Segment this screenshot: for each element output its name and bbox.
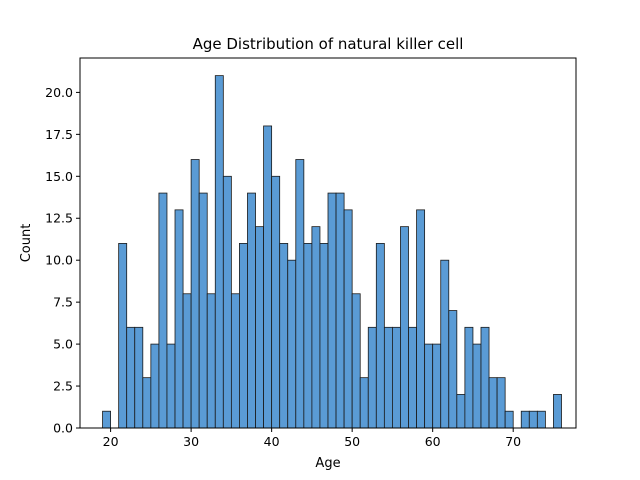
x-axis-ticks: 20 30 40 50 60 70	[103, 428, 521, 449]
plot-frame	[79, 57, 577, 429]
histogram-bar	[464, 326, 474, 429]
y-tick-label: 20.0	[45, 85, 73, 100]
histogram-bar	[488, 377, 498, 429]
x-axis-label: Age	[315, 456, 340, 471]
histogram-bar	[222, 175, 232, 429]
histogram-bar	[319, 243, 329, 429]
histogram-bar	[335, 192, 345, 429]
histogram-bar	[158, 192, 168, 429]
histogram-bar	[496, 377, 506, 429]
histogram-bar	[392, 326, 401, 429]
histogram-bar	[408, 326, 417, 429]
histogram-bar	[424, 343, 434, 429]
histogram-bar	[303, 243, 313, 429]
x-tick-label: 70	[505, 434, 521, 449]
histogram-bar	[263, 125, 273, 429]
histogram-bar	[311, 226, 321, 429]
histogram-bar	[198, 192, 208, 429]
histogram-bar	[206, 293, 216, 429]
histogram-bar	[287, 259, 297, 429]
histogram-bar	[416, 209, 426, 429]
histogram-bar	[102, 410, 111, 429]
y-tick-label: 12.5	[45, 211, 73, 226]
y-tick-label: 5.0	[53, 337, 73, 352]
histogram-bar	[480, 326, 490, 429]
histogram-bar	[118, 243, 128, 429]
histogram-bar	[327, 192, 337, 429]
histogram-bar	[472, 343, 482, 429]
y-tick-label: 17.5	[45, 127, 73, 142]
y-tick-label: 2.5	[53, 379, 73, 394]
histogram-bar	[359, 377, 369, 429]
chart-title: Age Distribution of natural killer cell	[193, 35, 464, 53]
histogram-bar	[448, 310, 458, 429]
x-tick-label: 40	[264, 434, 280, 449]
histogram-bar	[214, 75, 224, 429]
x-tick-label: 30	[183, 434, 199, 449]
histogram-bar	[150, 343, 160, 429]
histogram-bar	[126, 326, 136, 429]
histogram-bar	[400, 226, 409, 429]
histogram-bar	[520, 410, 530, 429]
histogram-bar	[367, 326, 377, 429]
histogram-bar	[271, 175, 281, 429]
histogram-bar	[239, 243, 248, 429]
histogram-bar	[375, 243, 385, 429]
x-tick-label: 60	[425, 434, 441, 449]
histogram-bar	[247, 192, 256, 429]
histogram-bar	[279, 243, 289, 429]
x-tick-label: 50	[344, 434, 360, 449]
histogram-bar	[295, 159, 305, 429]
histogram-bar	[351, 293, 361, 429]
y-tick-label: 0.0	[53, 421, 73, 436]
histogram-bar	[440, 259, 450, 429]
histogram-bar	[504, 410, 514, 429]
y-tick-label: 15.0	[45, 169, 73, 184]
histogram-bar	[528, 410, 538, 429]
histogram-bar	[174, 209, 184, 429]
histogram-bar	[432, 343, 442, 429]
histogram-bar	[230, 293, 240, 429]
histogram-bar	[343, 209, 353, 429]
histogram-bar	[383, 326, 393, 429]
histogram-bar	[536, 410, 546, 429]
histogram-bar	[182, 293, 192, 429]
histogram-bar	[142, 377, 152, 429]
x-tick-label: 20	[103, 434, 119, 449]
histogram-bar	[166, 343, 176, 429]
y-axis-ticks: 0.0 2.5 5.0 7.5 10.0 12.5 15.0 17.5 20.0	[45, 85, 80, 436]
y-axis-label: Count	[19, 224, 34, 263]
histogram-bar	[190, 159, 200, 429]
histogram-bar	[456, 394, 466, 429]
histogram-bar	[255, 226, 264, 429]
bars-group	[102, 75, 562, 429]
histogram-bar	[553, 394, 562, 429]
histogram-bar	[134, 326, 144, 429]
y-tick-label: 7.5	[53, 295, 73, 310]
y-tick-label: 10.0	[45, 253, 73, 268]
